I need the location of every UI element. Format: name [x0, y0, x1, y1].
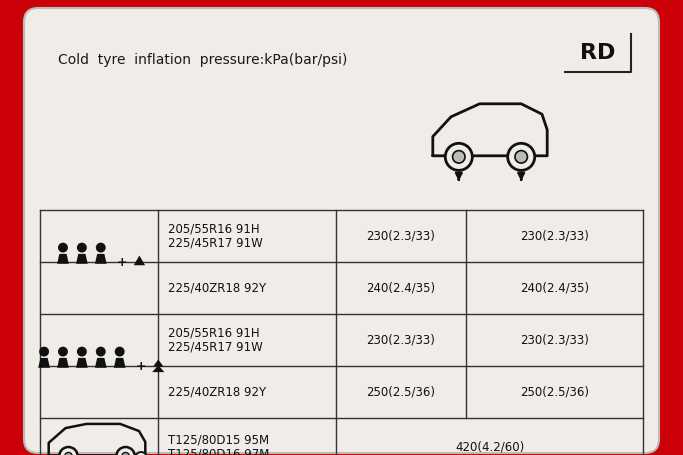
Polygon shape	[153, 359, 163, 366]
Text: 205/55R16 91H: 205/55R16 91H	[168, 222, 260, 236]
Text: +: +	[117, 256, 128, 268]
Circle shape	[507, 143, 535, 170]
Polygon shape	[134, 256, 145, 265]
Polygon shape	[38, 358, 50, 368]
Circle shape	[116, 447, 135, 455]
Polygon shape	[114, 358, 126, 368]
Text: T125/80D15 95M: T125/80D15 95M	[168, 434, 269, 446]
FancyBboxPatch shape	[24, 8, 659, 453]
Text: 225/45R17 91W: 225/45R17 91W	[168, 237, 263, 249]
Text: 230(2.3/33): 230(2.3/33)	[520, 229, 589, 243]
Text: 420(4.2/60): 420(4.2/60)	[455, 440, 524, 454]
Circle shape	[77, 347, 87, 357]
Polygon shape	[76, 358, 87, 368]
Text: 240(2.4/35): 240(2.4/35)	[520, 282, 589, 294]
Circle shape	[58, 347, 68, 357]
Text: 230(2.3/33): 230(2.3/33)	[367, 229, 436, 243]
Circle shape	[65, 452, 72, 455]
Text: 230(2.3/33): 230(2.3/33)	[367, 334, 436, 347]
Text: 250(2.5/36): 250(2.5/36)	[367, 385, 436, 399]
Circle shape	[59, 447, 78, 455]
Text: 225/40ZR18 92Y: 225/40ZR18 92Y	[168, 385, 266, 399]
Circle shape	[39, 347, 49, 357]
Text: 240(2.4/35): 240(2.4/35)	[367, 282, 436, 294]
Circle shape	[115, 347, 124, 357]
Text: 225/40ZR18 92Y: 225/40ZR18 92Y	[168, 282, 266, 294]
Circle shape	[445, 143, 473, 170]
Circle shape	[58, 243, 68, 253]
Circle shape	[122, 452, 129, 455]
Circle shape	[515, 151, 527, 163]
Polygon shape	[95, 254, 107, 264]
Circle shape	[135, 452, 147, 455]
Circle shape	[77, 243, 87, 253]
Circle shape	[96, 243, 106, 253]
Text: 230(2.3/33): 230(2.3/33)	[520, 334, 589, 347]
Circle shape	[453, 151, 465, 163]
Polygon shape	[95, 358, 107, 368]
Text: +: +	[136, 359, 147, 373]
Text: Cold  tyre  inflation  pressure:kPa(bar/psi): Cold tyre inflation pressure:kPa(bar/psi…	[58, 53, 348, 67]
Polygon shape	[152, 365, 165, 372]
Text: 225/45R17 91W: 225/45R17 91W	[168, 340, 263, 354]
Polygon shape	[57, 358, 69, 368]
Text: 205/55R16 91H: 205/55R16 91H	[168, 327, 260, 339]
Text: 250(2.5/36): 250(2.5/36)	[520, 385, 589, 399]
Circle shape	[96, 347, 106, 357]
Polygon shape	[76, 254, 87, 264]
Polygon shape	[57, 254, 69, 264]
Text: RD: RD	[581, 43, 615, 63]
Text: T125/80D16 97M: T125/80D16 97M	[168, 448, 269, 455]
